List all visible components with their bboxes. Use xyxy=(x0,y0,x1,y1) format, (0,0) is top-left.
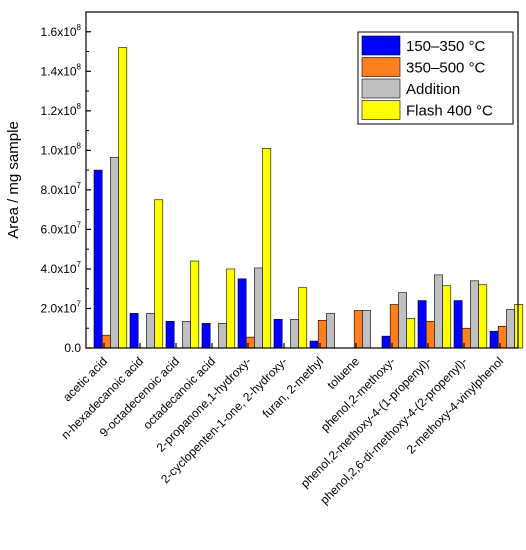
bar xyxy=(190,260,200,349)
bar xyxy=(362,310,371,349)
bars-layer xyxy=(93,47,524,349)
legend-label: Addition xyxy=(406,81,460,98)
bar xyxy=(417,300,427,349)
y-tick-label: 2.0x107 xyxy=(41,299,82,315)
y-tick-label: 0.0 xyxy=(64,341,81,355)
y-tick-label: 1.6x108 xyxy=(41,23,82,39)
legend-swatch xyxy=(361,57,401,77)
bar xyxy=(93,169,103,349)
bar xyxy=(381,335,391,349)
legend: 150–350 °C 350–500 °C Addition Flash 400 °C xyxy=(357,31,514,125)
legend-label: Flash 400 °C xyxy=(406,103,493,120)
bar xyxy=(118,47,128,349)
bar xyxy=(154,199,164,349)
bar xyxy=(165,321,175,349)
bar xyxy=(514,304,524,349)
y-tick-label: 1.0x108 xyxy=(41,141,82,157)
y-tick-label: 1.4x108 xyxy=(41,62,82,78)
bar xyxy=(182,321,191,349)
bar xyxy=(309,340,319,349)
bar xyxy=(254,267,263,349)
y-tick-label: 4.0x107 xyxy=(41,260,82,276)
bar xyxy=(226,268,236,349)
bar xyxy=(237,278,247,349)
y-tick-label: 1.2x108 xyxy=(41,102,82,118)
bar xyxy=(129,313,139,349)
bar xyxy=(470,280,479,349)
bar xyxy=(506,309,515,349)
y-axis-title: Area / mg sample xyxy=(5,121,22,239)
bar xyxy=(478,284,488,349)
bar xyxy=(298,287,308,349)
plot-frame xyxy=(85,11,519,349)
legend-label: 150–350 °C xyxy=(406,38,486,55)
bar xyxy=(442,285,452,349)
bar xyxy=(389,304,399,349)
bar xyxy=(201,322,211,349)
bar xyxy=(406,318,416,349)
bar xyxy=(273,319,283,349)
legend-label: 350–500 °C xyxy=(406,60,486,77)
bar xyxy=(453,300,463,349)
y-axis: 0.0 2.0x107 4.0x107 6.0x107 8.0x107 1.0x108 1.… xyxy=(41,23,91,355)
legend-swatch xyxy=(361,100,401,120)
bar xyxy=(434,274,443,349)
y-tick-label: 6.0x107 xyxy=(41,220,82,236)
bar xyxy=(489,330,499,349)
bar xyxy=(326,313,335,349)
bar xyxy=(262,148,272,349)
bar xyxy=(353,310,363,349)
bar xyxy=(398,292,407,349)
y-tick-label: 8.0x107 xyxy=(41,181,82,197)
bar xyxy=(110,156,119,349)
bar xyxy=(218,322,227,349)
legend-swatch xyxy=(361,35,401,56)
legend-swatch xyxy=(361,78,401,99)
bar xyxy=(290,319,299,349)
bar xyxy=(146,313,155,349)
